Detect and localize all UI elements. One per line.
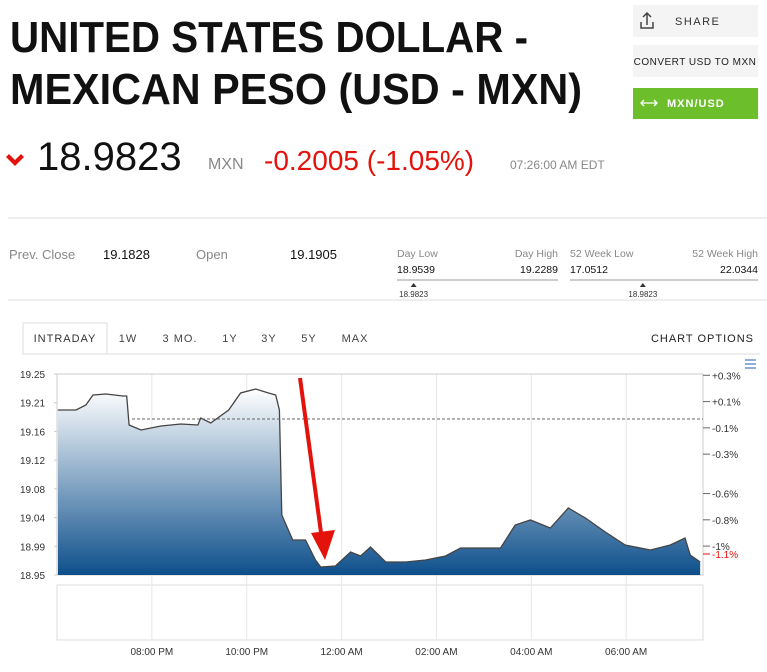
tab[interactable]: 5Y: [301, 333, 316, 345]
y2-tick-label: -0.8%: [712, 516, 738, 527]
y-tick-label: 19.25: [20, 370, 45, 381]
range-marker: [410, 283, 417, 287]
stat-value: 19.1905: [290, 247, 337, 262]
area-fill: [57, 389, 701, 575]
price: 18.9823: [37, 135, 182, 179]
range-label: Day Low: [397, 248, 438, 260]
chart-options[interactable]: CHART OPTIONS: [651, 333, 754, 345]
change: -0.2005 (-1.05%): [264, 145, 474, 176]
range-label: Day High: [515, 248, 558, 260]
range-marker: [639, 283, 646, 287]
y2-tick-label: +0.1%: [712, 398, 741, 409]
annotation-arrow: [298, 377, 324, 541]
share-button[interactable]: SHARE: [633, 5, 758, 37]
y2-tick-label: -0.1%: [712, 424, 738, 435]
range-value: 18.9539: [397, 264, 435, 276]
annotation-arrowhead: [311, 530, 335, 560]
y2-tick-label: +0.3%: [712, 371, 741, 382]
x-tick-label: 02:00 AM: [415, 647, 457, 658]
range-value: 22.0344: [720, 264, 758, 276]
currency: MXN: [208, 156, 244, 173]
y2-tick-label: -0.6%: [712, 490, 738, 501]
range-current: 18.9823: [399, 290, 428, 299]
x-tick-label: 10:00 PM: [225, 647, 268, 658]
title-line: UNITED STATES DOLLAR -: [10, 13, 528, 62]
convert-button[interactable]: CONVERT USD TO MXN: [633, 45, 758, 77]
x-tick-label: 06:00 AM: [605, 647, 647, 658]
stat-label: Prev. Close: [9, 247, 75, 262]
tab-active-box: [22, 322, 108, 355]
share-label: SHARE: [675, 16, 720, 28]
invert-label: MXN/USD: [667, 98, 725, 110]
quote-time: 07:26:00 AM EDT: [510, 158, 605, 172]
stat-label: Open: [196, 247, 228, 262]
range-current: 18.9823: [628, 290, 657, 299]
x-tick-label: 08:00 PM: [130, 647, 173, 658]
tab[interactable]: MAX: [342, 333, 369, 345]
y-tick-label: 18.99: [20, 542, 45, 553]
stat-value: 19.1828: [103, 247, 150, 262]
y2-tick-label: -1%: [712, 542, 730, 553]
down-arrow: [6, 154, 24, 166]
tab[interactable]: 1Y: [222, 333, 237, 345]
navigator: [56, 584, 704, 641]
y-tick-label: 19.21: [20, 399, 45, 410]
y-tick-label: 19.04: [20, 514, 45, 525]
menu-icon[interactable]: [745, 359, 756, 369]
x-tick-label: 04:00 AM: [510, 647, 552, 658]
y-tick-label: 18.95: [20, 571, 45, 582]
range-value: 17.0512: [570, 264, 608, 276]
convert-label: CONVERT USD TO MXN: [634, 57, 757, 68]
tab[interactable]: INTRADAY: [34, 333, 97, 345]
y-tick-label: 19.08: [20, 485, 45, 496]
tab[interactable]: 1W: [119, 333, 138, 345]
y-tick-label: 19.12: [20, 456, 45, 467]
x-tick-label: 12:00 AM: [320, 647, 362, 658]
range-label: 52 Week Low: [570, 248, 634, 260]
tab[interactable]: 3 MO.: [163, 333, 198, 345]
y-tick-label: 19.16: [20, 427, 45, 438]
y2-tick-label: -0.3%: [712, 450, 738, 461]
tab[interactable]: 3Y: [261, 333, 276, 345]
current-label: -1.1%: [712, 550, 738, 561]
invert-button[interactable]: MXN/USD: [633, 88, 758, 119]
range-value: 19.2289: [520, 264, 558, 276]
price-line: [57, 388, 701, 568]
range-label: 52 Week High: [692, 248, 758, 260]
title-line: MEXICAN PESO (USD - MXN): [10, 65, 582, 114]
